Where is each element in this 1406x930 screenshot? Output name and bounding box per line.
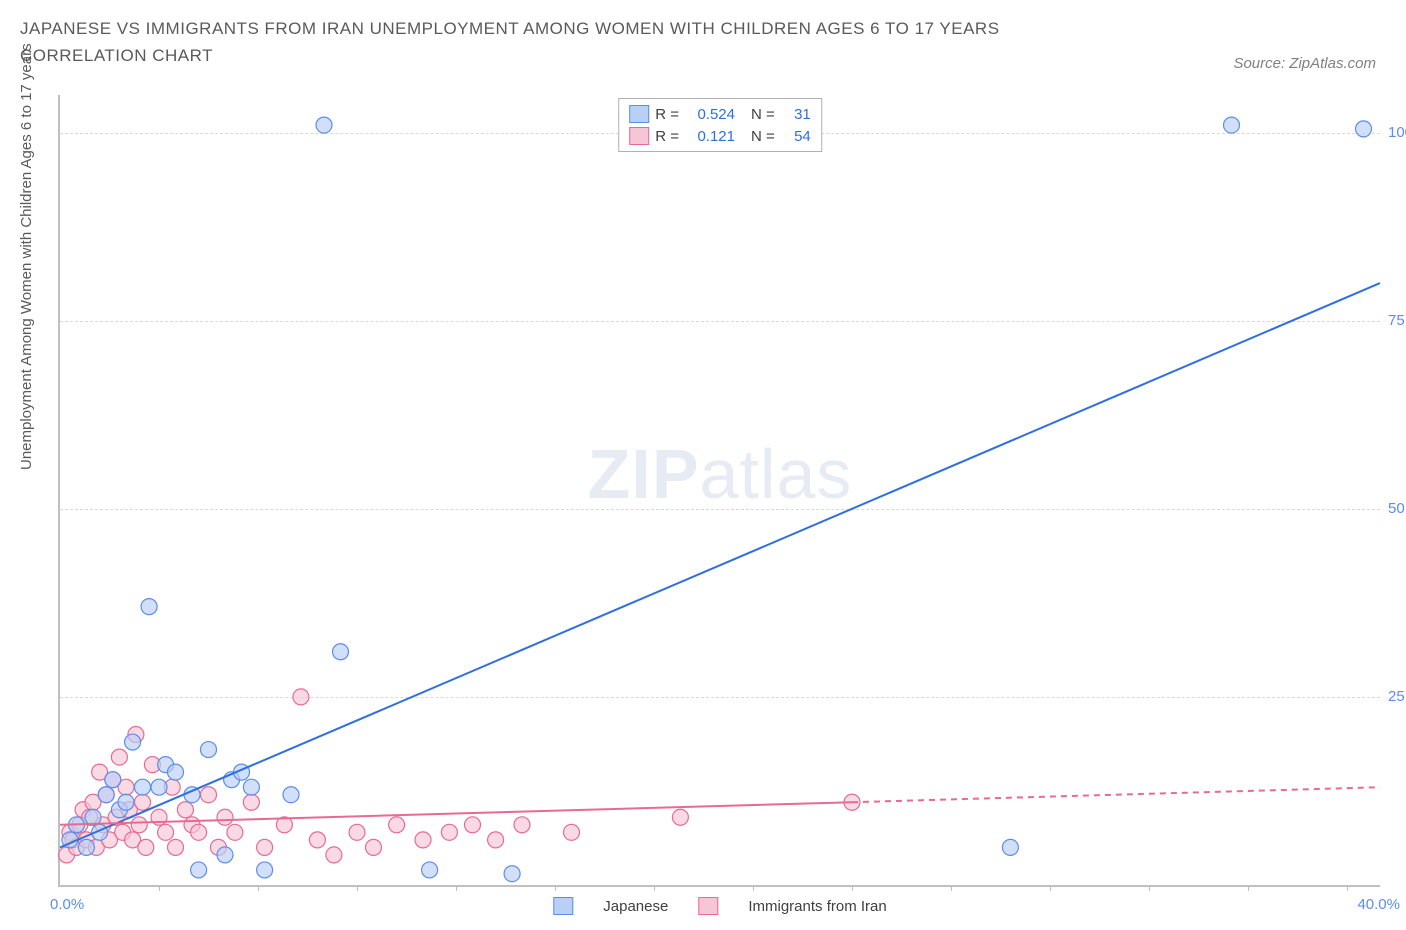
x-max-label: 40.0% — [1357, 896, 1400, 913]
x-tick — [258, 885, 259, 891]
swatch-iran — [629, 127, 649, 145]
x-tick — [951, 885, 952, 891]
stats-legend: R = 0.524 N = 31 R = 0.121 N = 54 — [618, 98, 822, 152]
x-tick — [654, 885, 655, 891]
x-min-label: 0.0% — [50, 896, 84, 913]
x-tick — [753, 885, 754, 891]
x-tick — [1248, 885, 1249, 891]
y-tick-label: 25.0% — [1388, 688, 1406, 705]
x-tick — [456, 885, 457, 891]
x-tick — [1347, 885, 1348, 891]
x-tick — [1149, 885, 1150, 891]
legend-japanese-label: Japanese — [603, 898, 668, 915]
source-attribution: Source: ZipAtlas.com — [1233, 55, 1376, 72]
y-tick-label: 50.0% — [1388, 500, 1406, 517]
chart-area: ZIPatlas 25.0%50.0%75.0%100.0% R = 0.524… — [58, 95, 1380, 887]
x-tick — [555, 885, 556, 891]
legend-row-japanese: R = 0.524 N = 31 — [629, 103, 811, 125]
chart-title: JAPANESE VS IMMIGRANTS FROM IRAN UNEMPLO… — [20, 15, 1120, 69]
legend-row-iran: R = 0.121 N = 54 — [629, 125, 811, 147]
y-tick-label: 75.0% — [1388, 312, 1406, 329]
x-tick — [852, 885, 853, 891]
x-tick — [357, 885, 358, 891]
x-tick — [159, 885, 160, 891]
y-tick-label: 100.0% — [1388, 124, 1406, 141]
legend-iran-label: Immigrants from Iran — [748, 898, 886, 915]
series-legend: Japanese Immigrants from Iran — [553, 897, 886, 915]
swatch-japanese-icon — [553, 897, 573, 915]
swatch-japanese — [629, 105, 649, 123]
x-tick — [1050, 885, 1051, 891]
swatch-iran-icon — [698, 897, 718, 915]
y-axis-label: Unemployment Among Women with Children A… — [18, 43, 35, 470]
scatter-plot — [60, 95, 1380, 885]
